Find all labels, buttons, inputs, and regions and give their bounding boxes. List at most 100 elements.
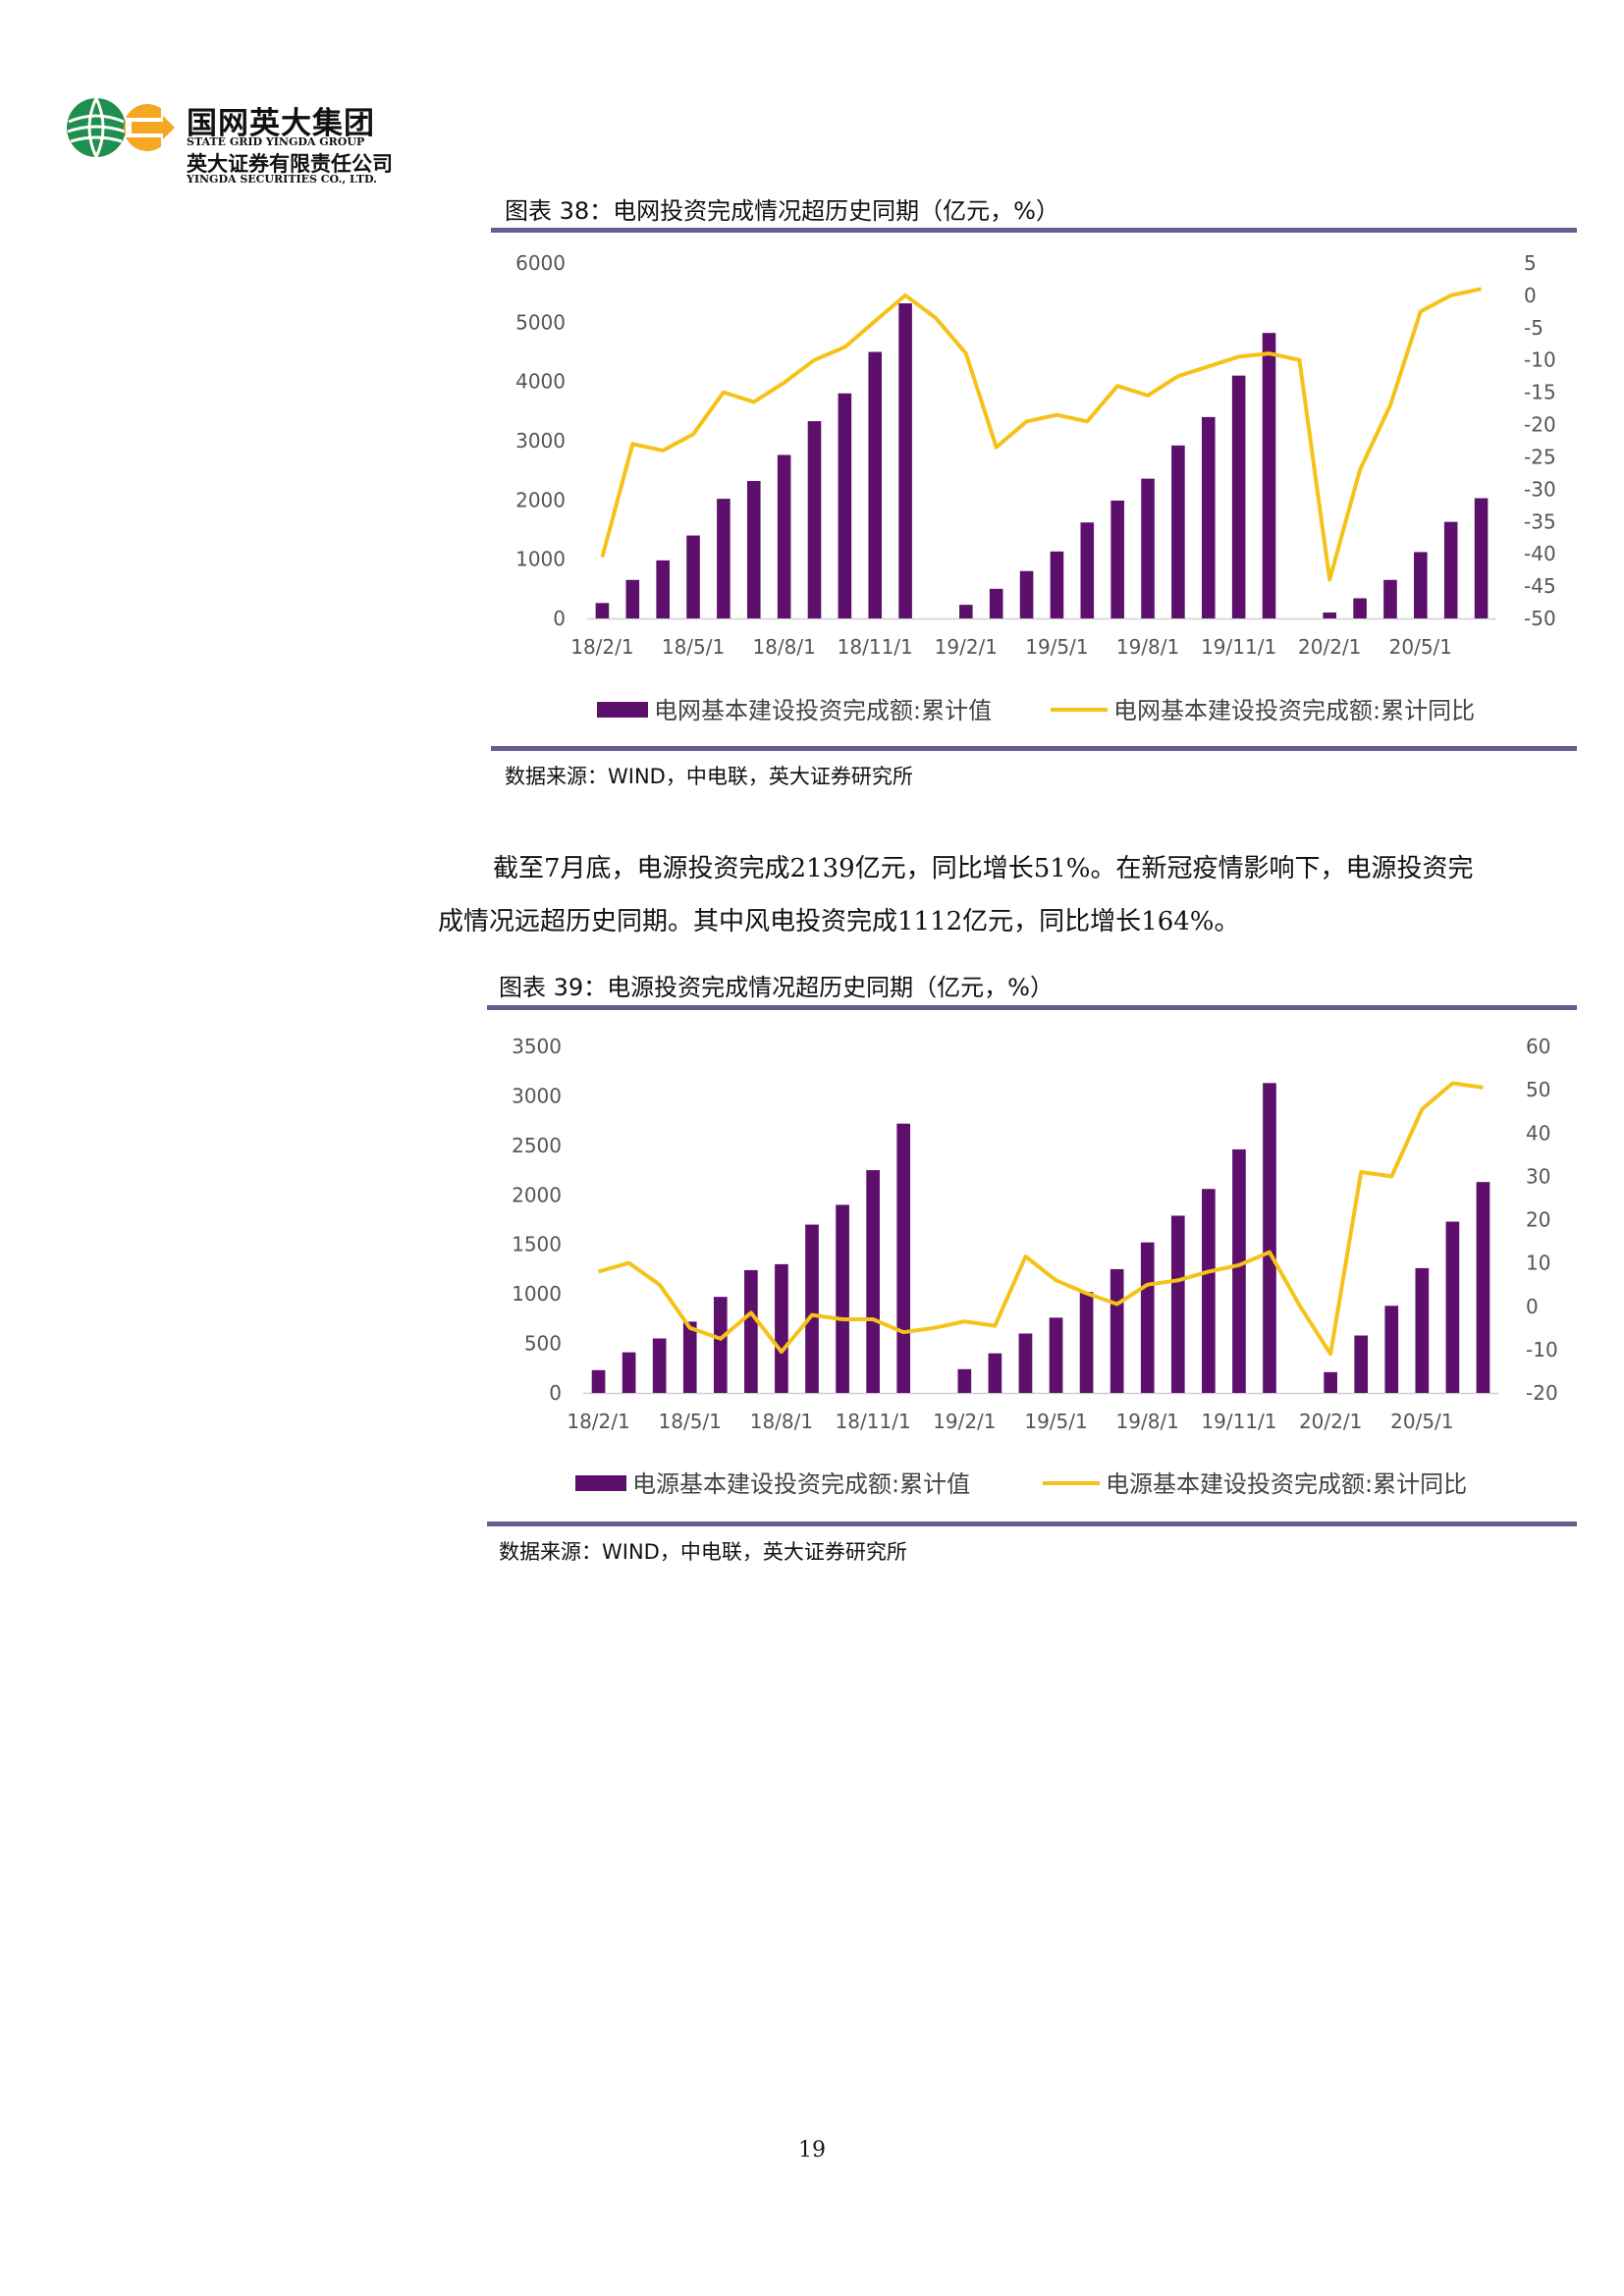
chart38-bar — [1323, 612, 1337, 618]
chart39-bar — [1232, 1148, 1246, 1393]
chart39-bar — [1324, 1371, 1337, 1393]
chart38-x-tick-label: 19/2/1 — [935, 635, 998, 659]
chart39-x-tick-label: 19/2/1 — [933, 1410, 996, 1433]
chart39-y-left-tick: 0 — [549, 1381, 562, 1405]
chart38-bar — [1171, 445, 1185, 618]
figure-38-title: 图表 38：电网投资完成情况超历史同期（亿元，%） — [505, 197, 1059, 225]
chart39-y-right-tick: 0 — [1526, 1295, 1539, 1318]
chart39-x-tick-label: 19/11/1 — [1201, 1410, 1276, 1433]
chart38-y-left-tick: 3000 — [515, 429, 566, 453]
chart38-x-tick-label: 19/11/1 — [1201, 635, 1276, 659]
chart39-bar — [1354, 1335, 1369, 1393]
chart38-y-right-tick: 5 — [1524, 251, 1537, 275]
chart38-bar — [625, 579, 640, 618]
chart39-bar — [591, 1369, 606, 1393]
chart38-y-right-tick: -35 — [1524, 509, 1556, 533]
chart39-bar — [775, 1263, 788, 1393]
chart39-bar — [1140, 1242, 1155, 1393]
chart39-y-left-tick: 2000 — [512, 1183, 562, 1206]
chart38-y-left-tick: 4000 — [515, 370, 566, 394]
chart38-bar — [717, 499, 731, 618]
chart39-bar — [1049, 1317, 1063, 1393]
chart39-x-tick-label: 19/5/1 — [1024, 1410, 1087, 1433]
body-paragraph: 截至7月底，电源投资完成2139亿元，同比增长51%。在新冠疫情影响下，电源投资… — [438, 842, 1577, 948]
chart39-y-right-tick: 30 — [1526, 1164, 1550, 1188]
chart38-y-left-tick: 2000 — [515, 488, 566, 511]
chart38-y-right-tick: -20 — [1524, 413, 1556, 437]
chart39-x-tick-label: 18/5/1 — [659, 1410, 722, 1433]
chart39-x-tick-label: 19/8/1 — [1116, 1410, 1179, 1433]
chart39-bar — [622, 1352, 636, 1393]
chart38-bar — [1443, 521, 1458, 618]
chart38-bar — [1353, 598, 1367, 618]
subsidiary-name-cn: 英大证券有限责任公司 — [187, 152, 393, 176]
chart39-x-tick-label: 18/11/1 — [836, 1410, 911, 1433]
chart39-bar — [744, 1269, 758, 1393]
chart39-x-tick-label: 20/5/1 — [1390, 1410, 1453, 1433]
figure-39-top-rule — [487, 1005, 1577, 1010]
page-number: 19 — [798, 2138, 826, 2163]
chart38-bar — [838, 393, 852, 618]
chart39-bar — [805, 1224, 819, 1393]
company-name-en: STATE GRID YINGDA GROUP — [187, 135, 365, 148]
chart38-bar — [898, 303, 912, 618]
chart38-x-tick-label: 18/11/1 — [838, 635, 913, 659]
chart38-bar — [1383, 579, 1397, 618]
chart38-x-tick-label: 19/8/1 — [1116, 635, 1179, 659]
chart38-legend-bar-swatch — [597, 702, 648, 718]
company-name-cn: 国网英大集团 — [187, 106, 375, 141]
chart38-bar — [595, 603, 610, 618]
chart39-legend-line-label: 电源基本建设投资完成额:累计同比 — [1106, 1470, 1467, 1498]
chart38-bar — [686, 535, 700, 618]
chart38-y-right-tick: -5 — [1524, 316, 1543, 340]
chart39-bar — [896, 1123, 911, 1393]
chart38-bar — [777, 454, 791, 618]
chart39-y-right-tick: -10 — [1526, 1338, 1558, 1362]
chart39-legend-bar-label: 电源基本建设投资完成额:累计值 — [632, 1470, 970, 1498]
chart39-y-right-tick: -20 — [1526, 1381, 1558, 1405]
chart39-y-left-tick: 500 — [524, 1332, 562, 1356]
chart39-x-tick-label: 18/8/1 — [750, 1410, 813, 1433]
chart39-bar — [682, 1321, 697, 1393]
chart38-y-right-tick: -45 — [1524, 574, 1556, 598]
chart39-y-right-tick: 60 — [1526, 1035, 1550, 1058]
chart38-bar — [1474, 498, 1489, 618]
paragraph-line-1: 截至7月底，电源投资完成2139亿元，同比增长51%。在新冠疫情影响下，电源投资… — [493, 854, 1474, 883]
chart39-bar — [713, 1297, 728, 1393]
chart38-bar — [1141, 478, 1155, 618]
chart38-yoy-line — [600, 287, 1483, 582]
chart38-bar — [807, 421, 822, 618]
chart38-y-left-tick: 6000 — [515, 251, 566, 275]
chart39-bar — [1415, 1267, 1430, 1393]
chart39-bar — [652, 1338, 667, 1393]
chart39-bar — [1110, 1268, 1124, 1393]
chart38-bar — [868, 351, 883, 618]
chart38-bar — [959, 605, 973, 618]
chart38-x-tick-label: 19/5/1 — [1025, 635, 1088, 659]
chart39-bar — [1018, 1333, 1033, 1393]
figure-39-source: 数据来源：WIND，中电联，英大证券研究所 — [499, 1540, 907, 1564]
chart38-bar — [656, 560, 670, 618]
chart38-bar — [1201, 416, 1216, 618]
chart38-x-tick-label: 20/5/1 — [1389, 635, 1452, 659]
chart38-legend-bar-label: 电网基本建设投资完成额:累计值 — [654, 697, 992, 724]
chart38-bar — [746, 481, 761, 618]
chart39-bar — [1476, 1182, 1490, 1393]
figure-39-title: 图表 39：电源投资完成情况超历史同期（亿元，%） — [499, 974, 1054, 1001]
figure-39-bottom-rule — [487, 1522, 1577, 1526]
chart39-bar — [1445, 1221, 1460, 1393]
chart38-legend-line-label: 电网基本建设投资完成额:累计同比 — [1113, 697, 1475, 724]
chart39-x-tick-label: 20/2/1 — [1299, 1410, 1362, 1433]
figure-39-chart: 0 500 1000 1500 2000 2500 3000 3500 -20 -10 0 10 20 3… — [487, 1013, 1577, 1522]
figure-38-top-rule — [491, 228, 1577, 233]
chart38-x-tick-label: 18/8/1 — [752, 635, 815, 659]
chart39-y-left-tick: 3000 — [512, 1084, 562, 1107]
chart39-bar — [866, 1170, 880, 1393]
chart39-y-right-tick: 10 — [1526, 1252, 1550, 1275]
chart38-bar — [1231, 375, 1246, 618]
chart38-y-right-tick: -50 — [1524, 607, 1556, 630]
paragraph-line-2: 成情况远超历史同期。其中风电投资完成1112亿元，同比增长164%。 — [438, 907, 1240, 936]
chart38-y-left-tick: 5000 — [515, 310, 566, 334]
figure-38-chart: 0 1000 2000 3000 4000 5000 6000 -50 -45 -40 -35 -30… — [491, 236, 1577, 746]
chart39-y-left-tick: 1500 — [512, 1233, 562, 1256]
